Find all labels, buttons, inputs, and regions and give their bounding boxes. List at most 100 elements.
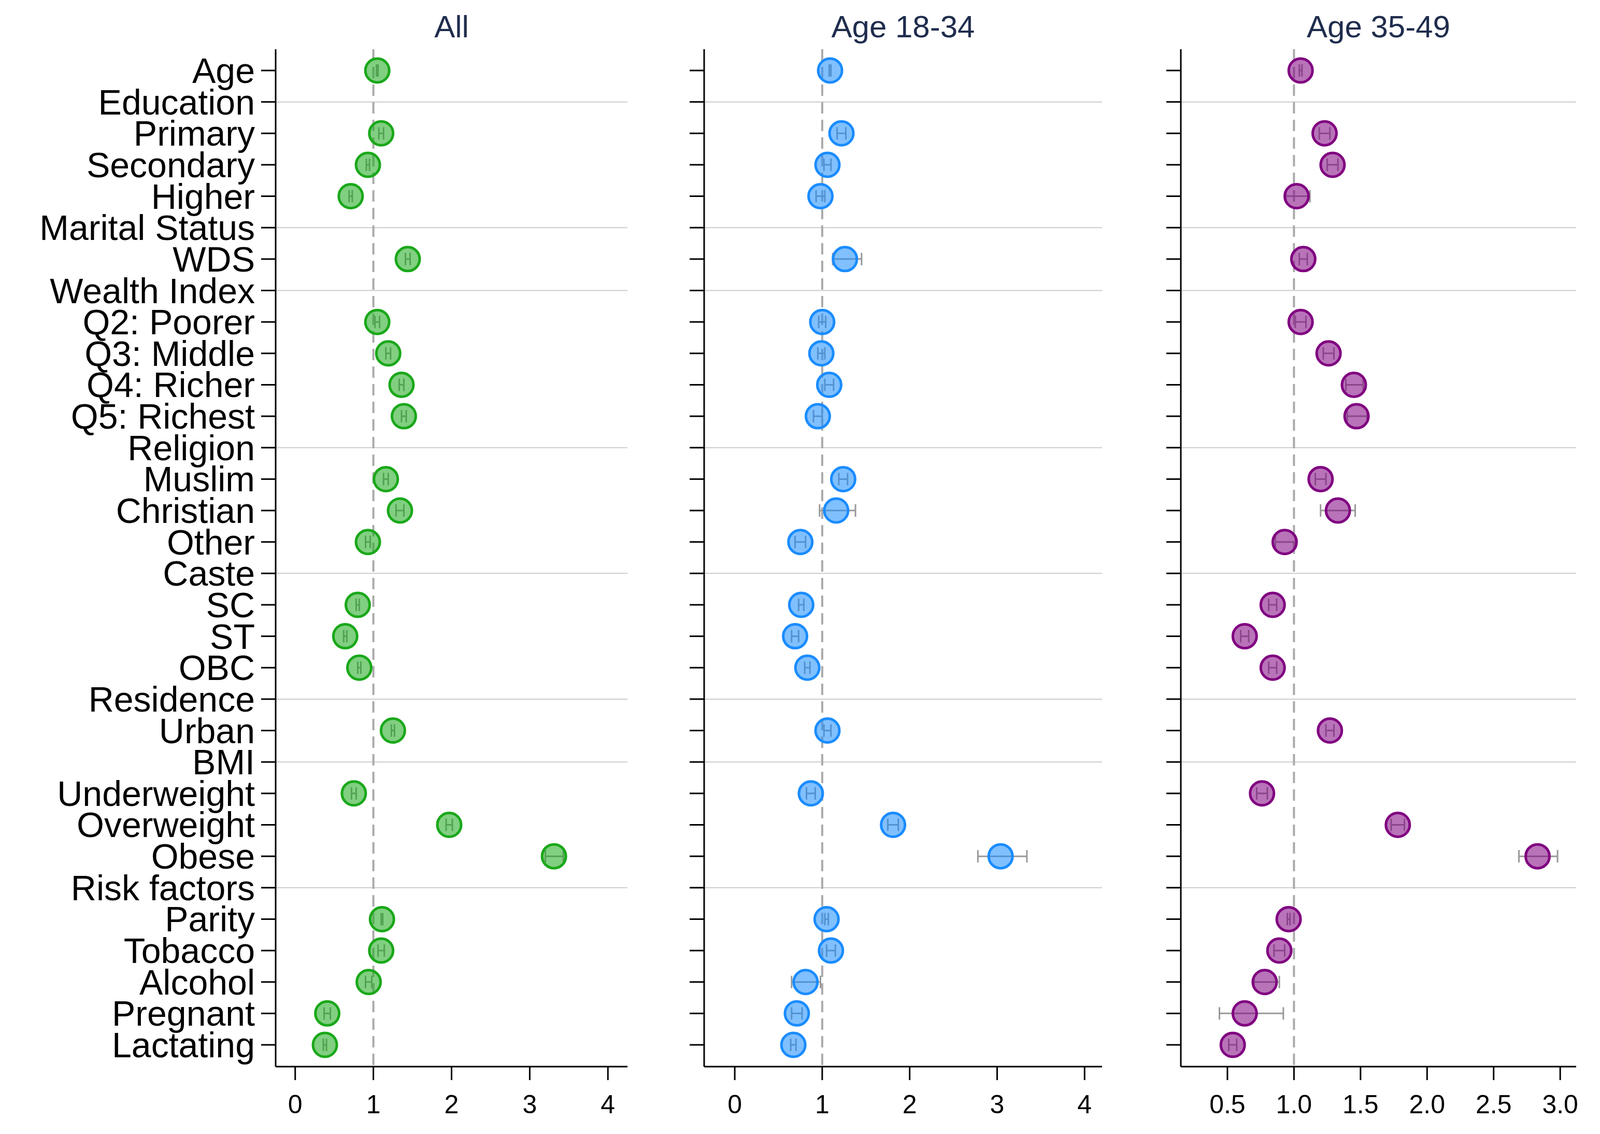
x-tick-label: 4: [600, 1089, 616, 1119]
point: [365, 309, 390, 334]
x-tick: [607, 1066, 609, 1080]
point: [1252, 969, 1277, 994]
y-tick: [689, 697, 705, 700]
y-tick: [1166, 1012, 1181, 1014]
marks: [312, 58, 566, 1057]
point: [355, 152, 380, 177]
point: [818, 58, 842, 83]
y-tick: [261, 761, 276, 763]
point: [1341, 372, 1366, 397]
y-tick: [689, 352, 705, 354]
grid-line: [275, 447, 628, 449]
point: [829, 121, 854, 146]
y-tick: [261, 163, 276, 166]
point: [1386, 812, 1410, 837]
y-tick: [1166, 918, 1181, 920]
y-tick: [261, 509, 276, 512]
y-tick: [261, 792, 276, 794]
point: [810, 309, 835, 334]
marks: [1219, 58, 1559, 1057]
point: [380, 718, 405, 743]
point: [815, 152, 840, 177]
x-tick: [734, 1066, 736, 1080]
point: [1232, 1001, 1257, 1025]
x-tick: [294, 1066, 296, 1080]
x-tick: [1083, 1066, 1086, 1080]
y-tick: [1166, 886, 1181, 889]
grid-line: [275, 290, 628, 292]
y-tick: [1166, 383, 1181, 386]
y-tick: [261, 478, 276, 480]
grid-line: [704, 447, 1103, 449]
x-tick-label: 2: [902, 1089, 918, 1119]
y-tick: [1166, 69, 1181, 72]
point: [1291, 247, 1316, 271]
y-tick: [261, 697, 276, 700]
point: [338, 184, 363, 209]
category-label: Lactating: [111, 1024, 255, 1065]
x-tick-label: 1: [815, 1089, 830, 1119]
y-tick: [1166, 855, 1181, 857]
x-tick-label: 0.5: [1209, 1089, 1246, 1119]
x-tick: [1492, 1066, 1495, 1080]
y-tick: [689, 383, 705, 386]
point: [1276, 906, 1301, 931]
y-tick: [1166, 446, 1181, 449]
y-tick: [689, 792, 705, 794]
y-tick: [689, 949, 705, 952]
x-tick-label: 0: [288, 1089, 303, 1119]
y-tick: [689, 195, 705, 197]
y-tick: [1166, 603, 1181, 606]
y-tick: [1166, 352, 1181, 354]
point: [1272, 530, 1297, 554]
y-tick: [261, 572, 276, 575]
whisker-cap: [1282, 1006, 1284, 1020]
point: [369, 121, 394, 146]
y-tick: [1166, 163, 1181, 166]
y-tick: [261, 1044, 276, 1046]
point: [815, 718, 840, 743]
point: [824, 498, 849, 523]
y-tick: [689, 761, 705, 763]
panel-title: Age 18-34: [831, 9, 976, 45]
x-tick-label: 1.5: [1342, 1089, 1379, 1119]
point: [1312, 121, 1337, 146]
grid-line: [275, 572, 628, 574]
y-tick: [689, 1044, 705, 1046]
whisker-cap: [1218, 1006, 1221, 1020]
point: [341, 781, 366, 806]
y-tick: [689, 855, 705, 857]
x-tick-label: 3.0: [1541, 1089, 1579, 1119]
grid-line: [704, 290, 1103, 292]
point: [1260, 655, 1285, 680]
y-tick: [261, 635, 276, 637]
point: [1525, 844, 1550, 868]
y-tick: [689, 823, 705, 826]
x-tick-label: 0: [727, 1089, 742, 1119]
chart: AllAgeEducationPrimarySecondaryHigherMar…: [0, 0, 1600, 1134]
y-tick: [1166, 415, 1181, 418]
y-tick: [689, 101, 705, 103]
y-tick: [1166, 761, 1181, 763]
panel-title: Age 35-49: [1306, 9, 1451, 45]
x-tick: [529, 1066, 531, 1080]
point: [369, 906, 394, 931]
x-tick-label: 2: [444, 1089, 460, 1119]
y-tick: [689, 729, 705, 732]
y-tick: [689, 666, 705, 669]
panel-title: All: [434, 9, 469, 45]
y-tick: [1166, 792, 1181, 794]
x-tick: [372, 1066, 375, 1080]
y-tick: [689, 132, 705, 135]
x-tick-label: 2.0: [1409, 1089, 1446, 1119]
x-tick-label: 2.5: [1475, 1089, 1512, 1119]
y-tick: [689, 1012, 705, 1014]
whisker-cap: [854, 504, 857, 517]
point: [356, 969, 381, 994]
y-axis: [703, 49, 706, 1067]
point: [333, 624, 357, 649]
marks: [781, 58, 1027, 1057]
y-tick: [261, 226, 276, 229]
y-tick: [689, 886, 705, 889]
point: [1316, 341, 1341, 366]
